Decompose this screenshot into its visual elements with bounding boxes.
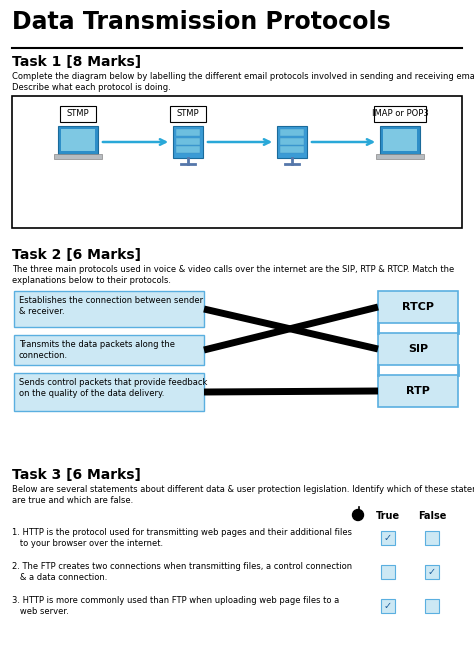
FancyBboxPatch shape xyxy=(54,154,102,159)
FancyBboxPatch shape xyxy=(425,531,439,545)
FancyBboxPatch shape xyxy=(280,137,304,145)
Text: SIP: SIP xyxy=(408,344,428,354)
Text: STMP: STMP xyxy=(177,109,199,118)
FancyBboxPatch shape xyxy=(381,599,395,613)
Text: ✓: ✓ xyxy=(384,533,392,543)
FancyBboxPatch shape xyxy=(14,373,204,411)
FancyBboxPatch shape xyxy=(381,565,395,579)
Text: Task 3 [6 Marks]: Task 3 [6 Marks] xyxy=(12,468,141,482)
Text: False: False xyxy=(418,511,446,521)
FancyBboxPatch shape xyxy=(280,146,304,153)
FancyBboxPatch shape xyxy=(176,146,200,153)
Text: Complete the diagram below by labelling the different email protocols involved i: Complete the diagram below by labelling … xyxy=(12,72,474,92)
FancyBboxPatch shape xyxy=(61,129,95,151)
FancyBboxPatch shape xyxy=(376,154,424,159)
Text: RTCP: RTCP xyxy=(402,302,434,312)
Text: Transmits the data packets along the
connection.: Transmits the data packets along the con… xyxy=(19,340,175,360)
FancyBboxPatch shape xyxy=(378,375,458,407)
FancyBboxPatch shape xyxy=(425,599,439,613)
FancyBboxPatch shape xyxy=(380,126,420,154)
FancyBboxPatch shape xyxy=(176,137,200,145)
FancyBboxPatch shape xyxy=(374,106,426,122)
FancyBboxPatch shape xyxy=(176,129,200,136)
FancyBboxPatch shape xyxy=(14,291,204,327)
FancyBboxPatch shape xyxy=(383,129,417,151)
FancyBboxPatch shape xyxy=(425,565,439,579)
Text: Task 1 [8 Marks]: Task 1 [8 Marks] xyxy=(12,55,141,69)
FancyBboxPatch shape xyxy=(280,129,304,136)
Text: RTP: RTP xyxy=(406,386,430,396)
Text: True: True xyxy=(376,511,400,521)
FancyBboxPatch shape xyxy=(277,126,307,158)
Text: 2. The FTP creates two connections when transmitting files, a control connection: 2. The FTP creates two connections when … xyxy=(12,562,352,582)
Text: ✓: ✓ xyxy=(428,567,436,577)
FancyBboxPatch shape xyxy=(378,291,458,323)
Text: Below are several statements about different data & user protection legislation.: Below are several statements about diffe… xyxy=(12,485,474,505)
Text: Task 2 [6 Marks]: Task 2 [6 Marks] xyxy=(12,248,141,262)
FancyBboxPatch shape xyxy=(378,333,458,365)
FancyBboxPatch shape xyxy=(12,96,462,228)
FancyBboxPatch shape xyxy=(14,335,204,365)
Text: 1. HTTP is the protocol used for transmitting web pages and their additional fil: 1. HTTP is the protocol used for transmi… xyxy=(12,528,352,548)
Text: IMAP or POP3: IMAP or POP3 xyxy=(372,109,428,118)
Text: The three main protocols used in voice & video calls over the internet are the S: The three main protocols used in voice &… xyxy=(12,265,454,285)
Text: Establishes the connection between sender
& receiver.: Establishes the connection between sende… xyxy=(19,296,203,316)
FancyBboxPatch shape xyxy=(60,106,96,122)
Text: STMP: STMP xyxy=(67,109,89,118)
Text: Sends control packets that provide feedback
on the quality of the data delivery.: Sends control packets that provide feedb… xyxy=(19,378,207,398)
FancyBboxPatch shape xyxy=(170,106,206,122)
Text: ✓: ✓ xyxy=(384,601,392,611)
Text: Data Transmission Protocols: Data Transmission Protocols xyxy=(12,10,391,34)
Text: 3. HTTP is more commonly used than FTP when uploading web page files to a
   web: 3. HTTP is more commonly used than FTP w… xyxy=(12,596,339,616)
FancyBboxPatch shape xyxy=(58,126,98,154)
FancyBboxPatch shape xyxy=(173,126,203,158)
Circle shape xyxy=(353,509,364,521)
FancyBboxPatch shape xyxy=(381,531,395,545)
